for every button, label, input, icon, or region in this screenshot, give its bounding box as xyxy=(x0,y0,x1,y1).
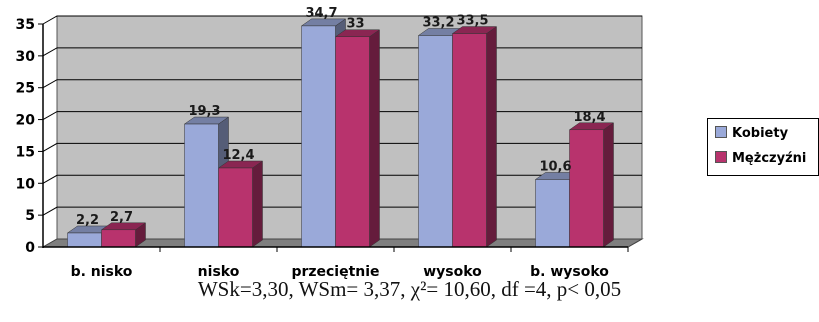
data-label: 33,5 xyxy=(456,14,488,29)
bar xyxy=(67,232,102,248)
data-labels: 2,2 19,3 34,7 33,2 10,6 2,7 12,4 33 33,5 18,4 xyxy=(76,6,606,228)
legend-label-series-2: Mężczyźni xyxy=(732,151,807,166)
y-tick-label: 15 xyxy=(16,144,35,160)
y-tick-label: 30 xyxy=(16,49,36,65)
x-tick-label: wysoko xyxy=(423,264,482,280)
bar-side xyxy=(486,26,497,248)
bar xyxy=(301,25,336,248)
data-label: 19,3 xyxy=(188,104,220,119)
x-tick-label: b. wysoko xyxy=(530,264,609,280)
x-tick-label: b. nisko xyxy=(71,264,133,280)
y-tick-label: 25 xyxy=(16,81,35,97)
legend-item-series-1: Kobiety xyxy=(715,126,788,142)
data-label: 34,7 xyxy=(305,6,337,21)
y-tick-label: 5 xyxy=(25,208,35,224)
data-label: 33,2 xyxy=(422,15,454,30)
bar xyxy=(569,129,604,248)
y-tick-label: 10 xyxy=(16,176,36,192)
bar xyxy=(101,229,136,248)
y-tick-label: 0 xyxy=(25,240,35,256)
chart-caption: WSk=3,30, WSm= 3,37, χ²= 10,60, df =4, p… xyxy=(197,277,622,301)
legend: Kobiety Mężczyźni xyxy=(707,118,819,176)
bars xyxy=(66,18,615,248)
bar-side xyxy=(252,160,263,248)
x-tick-label: przeciętnie xyxy=(291,264,379,280)
legend-swatch-series-2 xyxy=(715,151,727,163)
gridline xyxy=(42,15,642,25)
legend-swatch-series-1 xyxy=(715,126,727,138)
y-tick-label: 20 xyxy=(16,113,36,129)
axes: 0 5 10 15 20 25 30 35 b. nisko nisko przeciętnie wy… xyxy=(16,17,629,280)
x-tick-label: nisko xyxy=(198,264,240,280)
legend-label-series-1: Kobiety xyxy=(732,126,789,141)
data-label: 10,6 xyxy=(539,159,571,174)
bar xyxy=(335,36,370,248)
data-label: 2,2 xyxy=(76,213,99,228)
bar xyxy=(452,33,487,248)
bar xyxy=(418,35,453,248)
bar xyxy=(218,167,253,248)
bar-side xyxy=(603,122,614,248)
data-label: 12,4 xyxy=(222,148,254,163)
data-label: 2,7 xyxy=(110,210,133,225)
legend-item-series-2: Mężczyźni xyxy=(715,151,806,167)
data-label: 33 xyxy=(346,17,364,32)
y-tick-label: 35 xyxy=(16,17,35,33)
bar xyxy=(535,179,570,248)
data-label: 18,4 xyxy=(573,110,605,125)
bar xyxy=(184,123,219,248)
bar-side xyxy=(369,29,380,248)
